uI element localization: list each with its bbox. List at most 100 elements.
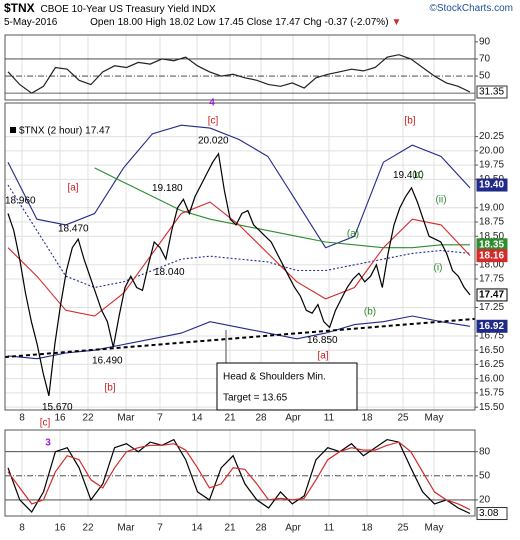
series-line	[7, 441, 471, 511]
value-box-label: 17.47	[479, 290, 504, 301]
value-box	[476, 249, 508, 263]
y-tick-label: 19.00	[479, 202, 504, 213]
y-tick-label: 16.50	[479, 345, 504, 356]
y-tick-label: 19.75	[479, 160, 504, 171]
y-tick-label: 50	[479, 71, 491, 82]
value-box-label: 18.16	[479, 250, 504, 261]
legend-swatch	[10, 127, 16, 133]
note-text: Target = 13.65	[223, 393, 288, 404]
y-tick-label: 16.00	[479, 373, 504, 384]
price-label: 19.410	[393, 170, 424, 181]
last-value-label: 31.35	[479, 87, 504, 98]
panel	[5, 430, 475, 516]
x-tick-label: 21	[224, 523, 236, 534]
x-tick-label: 11	[324, 523, 335, 534]
x-tick-label: Apr	[285, 413, 301, 424]
value-box	[476, 178, 508, 192]
panel	[5, 103, 475, 410]
wave-label: 4	[209, 98, 215, 109]
series-line	[7, 54, 471, 94]
change-arrow: ▼	[391, 17, 402, 28]
y-tick-label: 18.50	[479, 231, 504, 242]
x-tick-label: 11	[324, 413, 335, 424]
y-tick-label: 80	[479, 446, 491, 457]
note-box	[216, 362, 358, 411]
y-tick-label: 15.75	[479, 388, 504, 399]
wave-label: (c)	[412, 170, 424, 181]
overlay-line	[7, 201, 471, 317]
series-line	[7, 438, 471, 515]
x-tick-label: Mar	[117, 523, 135, 534]
wave-label: [a]	[67, 183, 78, 194]
y-tick-label: 16.75	[479, 331, 504, 342]
last-value-box	[476, 507, 508, 521]
overlay-line	[7, 184, 471, 289]
symbol: $TNX	[4, 1, 35, 15]
wave-label: [b]	[404, 116, 415, 127]
x-tick-label: 28	[255, 413, 267, 424]
wave-label: (a)	[347, 229, 359, 240]
y-tick-label: 20	[479, 495, 491, 506]
value-box	[476, 319, 508, 333]
price-label: 20.020	[198, 135, 229, 146]
x-tick-label: May	[425, 413, 444, 424]
y-tick-label: 70	[479, 54, 491, 65]
price-label: 15.670	[42, 402, 73, 413]
x-tick-label: Mar	[117, 413, 135, 424]
legend-label: $TNX (2 hour) 17.47	[19, 126, 111, 137]
y-tick-label: 17.75	[479, 274, 504, 285]
header: $TNX CBOE 10-Year US Treasury Yield INDX…	[4, 2, 516, 29]
y-tick-label: 18.75	[479, 217, 504, 228]
wave-label: [c]	[40, 418, 51, 429]
value-box-label: 18.35	[479, 239, 504, 250]
y-tick-label: 17.25	[479, 302, 504, 313]
stat-value: 17.47	[275, 17, 301, 28]
price-label: 19.180	[152, 183, 183, 194]
x-tick-label: 28	[255, 523, 267, 534]
price-label: 18.470	[58, 224, 89, 235]
y-tick-label: 50	[479, 470, 491, 481]
x-tick-label: 14	[191, 413, 203, 424]
stat-value: 17.45	[218, 17, 244, 28]
instrument-name: CBOE 10-Year US Treasury Yield INDX	[40, 4, 216, 15]
panel	[5, 35, 475, 100]
wave-label: (b)	[364, 307, 376, 318]
last-value-box	[476, 85, 508, 99]
x-tick-label: 7	[157, 413, 163, 424]
x-tick-label: May	[425, 523, 444, 534]
wave-label: (i)	[434, 263, 443, 274]
stat-value: 18.02	[169, 17, 195, 28]
x-tick-label: 22	[82, 523, 94, 534]
y-tick-label: 20.00	[479, 145, 504, 156]
stat-value: 18.00	[117, 17, 143, 28]
stat-label: High	[145, 17, 167, 28]
x-tick-label: 16	[54, 413, 66, 424]
overlay-line	[94, 167, 470, 249]
wave-label: [c]	[208, 116, 219, 127]
x-tick-label: Apr	[285, 523, 301, 534]
value-box-label: 16.92	[479, 321, 504, 332]
wave-label: [a]	[317, 351, 328, 362]
x-tick-label: 22	[82, 413, 94, 424]
y-tick-label: 20.25	[479, 131, 504, 142]
stat-label: Close	[246, 17, 273, 28]
date: 5-May-2016	[4, 17, 58, 28]
x-tick-label: 8	[19, 523, 25, 534]
x-tick-label: 7	[157, 523, 163, 534]
last-value-label: 3.08	[479, 508, 499, 519]
x-tick-label: 18	[361, 413, 373, 424]
y-tick-label: 18.00	[479, 259, 504, 270]
price-label: 18.040	[154, 267, 185, 278]
title-row: $TNX CBOE 10-Year US Treasury Yield INDX…	[4, 2, 516, 16]
stat-label: Open	[90, 17, 115, 28]
trend-line	[5, 317, 475, 359]
overlay-line	[7, 124, 471, 249]
x-tick-label: 18	[361, 523, 373, 534]
price-label: 16.850	[307, 335, 338, 346]
value-box-label: 19.40	[479, 180, 504, 191]
wave-label: (ii)	[435, 195, 446, 206]
y-tick-label: 16.25	[479, 359, 504, 370]
series-line	[7, 152, 471, 396]
wave-label: [b]	[104, 383, 115, 394]
